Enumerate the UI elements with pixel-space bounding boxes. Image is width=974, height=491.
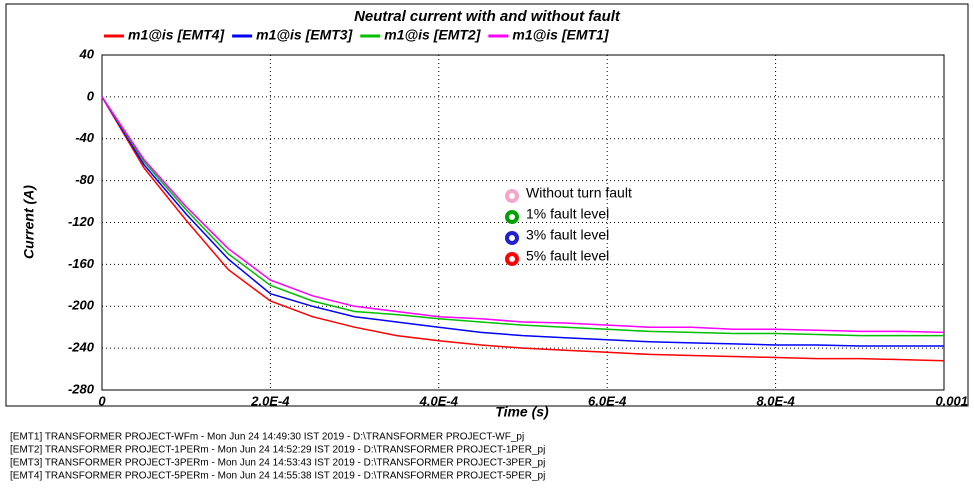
footer-line: [EMT4] TRANSFORMER PROJECT-5PERm - Mon J… xyxy=(10,471,545,482)
x-tick-label: 2.0E-4 xyxy=(250,393,290,408)
footer-line: [EMT1] TRANSFORMER PROJECT-WFm - Mon Jun… xyxy=(10,432,524,443)
series-line xyxy=(101,96,945,334)
footer-line: [EMT3] TRANSFORMER PROJECT-3PERm - Mon J… xyxy=(10,458,545,469)
x-tick-label: 4.0E-4 xyxy=(419,393,459,408)
annotation-text: 1% fault level xyxy=(526,206,609,222)
annotation-marker xyxy=(505,231,519,245)
annotation-text: Without turn fault xyxy=(526,185,632,201)
y-tick-label: -200 xyxy=(68,298,95,313)
legend-label: m1@is [EMT2] xyxy=(384,27,481,43)
y-tick-label: 0 xyxy=(87,88,95,103)
x-axis-label: Time (s) xyxy=(495,404,549,420)
annotation-marker xyxy=(505,189,519,203)
annotation-text: 5% fault level xyxy=(526,248,609,264)
y-tick-label: -280 xyxy=(68,381,95,396)
annotation-text: 3% fault level xyxy=(526,227,609,243)
series-line xyxy=(101,96,945,362)
series-line xyxy=(101,96,944,347)
x-tick-label: 8.0E-4 xyxy=(756,393,795,408)
series-line xyxy=(101,96,944,337)
chart-frame xyxy=(5,3,969,407)
footer-line: [EMT2] TRANSFORMER PROJECT-1PERm - Mon J… xyxy=(10,445,545,456)
y-axis-label: Current (A) xyxy=(21,185,37,259)
y-tick-label: -160 xyxy=(68,256,95,271)
x-tick-label: 0 xyxy=(98,393,106,408)
y-tick-label: -240 xyxy=(68,340,95,355)
x-tick-label: 0.001 xyxy=(935,393,968,408)
y-tick-label: -40 xyxy=(75,130,95,145)
y-tick-label: 40 xyxy=(79,46,95,61)
y-tick-label: -80 xyxy=(75,172,95,187)
legend-label: m1@is [EMT1] xyxy=(512,27,609,43)
chart-title: Neutral current with and without fault xyxy=(354,8,621,25)
legend-label: m1@is [EMT4] xyxy=(128,27,225,43)
x-tick-label: 6.0E-4 xyxy=(588,393,627,408)
annotation-marker xyxy=(505,210,519,224)
annotation-marker xyxy=(505,252,519,266)
y-tick-label: -120 xyxy=(68,214,95,229)
legend-label: m1@is [EMT3] xyxy=(256,27,353,43)
